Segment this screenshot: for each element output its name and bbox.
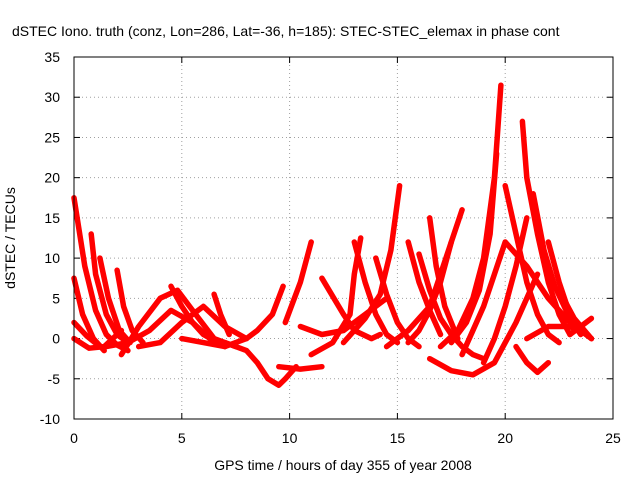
series-track bbox=[71, 319, 103, 350]
x-tick-label: 25 bbox=[605, 430, 621, 446]
chart-title: dSTEC Iono. truth (conz, Lon=286, Lat=-3… bbox=[12, 23, 560, 39]
series-track bbox=[308, 235, 364, 358]
series-track bbox=[222, 339, 299, 388]
series-track bbox=[340, 182, 403, 346]
series-track bbox=[426, 215, 461, 342]
x-tick-label: 5 bbox=[178, 430, 186, 446]
grid bbox=[74, 57, 613, 419]
y-tick-label: 20 bbox=[44, 170, 60, 186]
x-tick-label: 0 bbox=[70, 430, 78, 446]
plot-area bbox=[71, 82, 595, 388]
y-tick-label: -5 bbox=[48, 371, 61, 387]
series-track bbox=[502, 182, 562, 346]
series-track bbox=[276, 363, 325, 372]
axis-ticks: 0 5 10 15 20 25 -10 -5 0 5 10 15 20 25 30 35 bbox=[40, 49, 621, 446]
series-track bbox=[405, 239, 444, 338]
x-tick-label: 15 bbox=[390, 430, 406, 446]
series-track bbox=[567, 315, 595, 338]
series-track bbox=[282, 239, 314, 326]
x-tick-label: 20 bbox=[497, 430, 513, 446]
y-tick-label: 5 bbox=[52, 290, 60, 306]
series-track bbox=[211, 291, 232, 338]
series-track bbox=[556, 287, 595, 342]
series-track bbox=[405, 207, 465, 346]
series-track bbox=[513, 343, 552, 376]
y-axis-label: dSTEC / TECUs bbox=[2, 187, 18, 289]
series-track bbox=[179, 283, 286, 350]
plot-frame bbox=[73, 56, 614, 420]
y-tick-label: 10 bbox=[44, 250, 60, 266]
series-track bbox=[168, 283, 228, 350]
series-track bbox=[97, 255, 133, 346]
series-track bbox=[448, 150, 500, 346]
y-tick-label: 30 bbox=[44, 89, 60, 105]
y-tick-label: -10 bbox=[40, 411, 60, 427]
series-track bbox=[459, 239, 595, 358]
series-track bbox=[71, 327, 125, 351]
y-tick-label: 35 bbox=[44, 49, 60, 65]
x-tick-label: 10 bbox=[282, 430, 298, 446]
x-axis-label: GPS time / hours of day 355 of year 2008 bbox=[214, 457, 472, 473]
series-track bbox=[88, 231, 131, 346]
series-track bbox=[351, 239, 401, 346]
y-tick-label: 15 bbox=[44, 210, 60, 226]
series-track bbox=[426, 271, 541, 378]
series-track bbox=[519, 118, 573, 338]
y-tick-label: 0 bbox=[52, 331, 60, 347]
y-tick-label: 25 bbox=[44, 129, 60, 145]
